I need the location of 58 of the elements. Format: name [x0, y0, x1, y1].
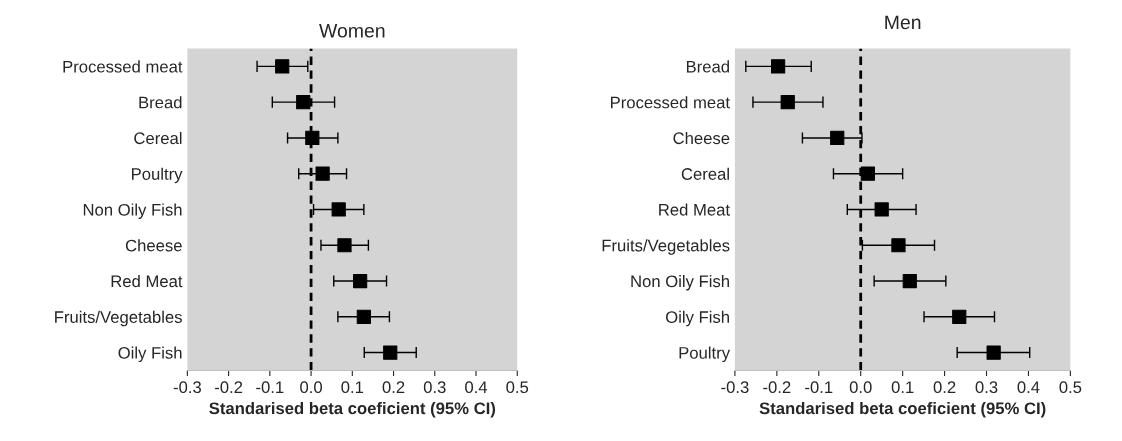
point [952, 309, 967, 324]
x-tick-label: 0.4 [1017, 381, 1040, 394]
point [383, 345, 398, 360]
y-tick-label: Red Meat [111, 274, 183, 288]
x-axis-title: Standarised beta coeficient (95% CI) [759, 401, 1046, 418]
x-tick-label: 0.3 [975, 381, 998, 394]
x-tick-label: 0.5 [506, 381, 529, 394]
x-tick-label: 0.5 [1059, 381, 1082, 394]
y-tick-label: Non Oily Fish [631, 274, 729, 291]
x-tick-label: -0.3 [173, 381, 201, 394]
point [305, 130, 320, 146]
y-tick-label: Red Meat [659, 203, 730, 216]
point [315, 166, 330, 181]
x-tick-label: 0.1 [341, 381, 364, 394]
x-tick-label: -0.1 [805, 381, 833, 394]
y-tick-label: Bread [139, 96, 182, 109]
point [356, 309, 371, 324]
point [874, 202, 889, 217]
x-tick-label: -0.2 [214, 381, 243, 394]
point [780, 95, 795, 110]
point [986, 345, 1001, 360]
point [860, 166, 875, 181]
point [353, 273, 368, 289]
y-tick-label: Processed meat [611, 96, 730, 109]
y-tick-label: Cheese [673, 131, 730, 145]
y-tick-label: Cereal [134, 131, 182, 145]
x-tick-label: 0.1 [891, 381, 914, 394]
point [275, 59, 290, 74]
y-tick-label: Processed meat [63, 60, 183, 73]
y-tick-label: Cheese [125, 239, 182, 252]
x-tick-label: 0.3 [423, 381, 446, 394]
x-tick-label: 0.4 [465, 381, 488, 394]
x-tick-label: 0.2 [933, 381, 956, 394]
y-tick-label: Poultry [132, 167, 183, 184]
y-tick-label: Oily Fish [666, 310, 729, 327]
x-tick-label: 0.0 [300, 381, 323, 394]
point [296, 95, 311, 110]
y-tick-label: Fruits/Vegetables [55, 310, 182, 327]
point [331, 202, 346, 217]
y-tick-label: Oily Fish [118, 346, 182, 363]
x-tick-label: 0.0 [849, 381, 872, 394]
y-tick-label: Fruits/Vegetables [602, 239, 730, 255]
y-tick-label: Non Oily Fish [83, 203, 182, 219]
point [337, 238, 352, 253]
x-tick-label: -0.3 [721, 381, 749, 394]
point [902, 273, 917, 289]
point [830, 130, 845, 146]
point [770, 59, 786, 74]
y-tick-label: Bread [686, 60, 729, 73]
x-tick-label: -0.2 [763, 381, 791, 394]
y-tick-label: Cereal [681, 167, 729, 180]
chart-title: Men [885, 15, 921, 30]
x-tick-label: -0.1 [256, 381, 284, 394]
y-tick-label: Poultry [679, 346, 731, 363]
point [891, 238, 906, 253]
chart-title: Women [319, 24, 385, 38]
x-tick-label: 0.2 [382, 381, 405, 394]
x-axis-title: Standarised beta coeficient (95% CI) [209, 401, 496, 418]
